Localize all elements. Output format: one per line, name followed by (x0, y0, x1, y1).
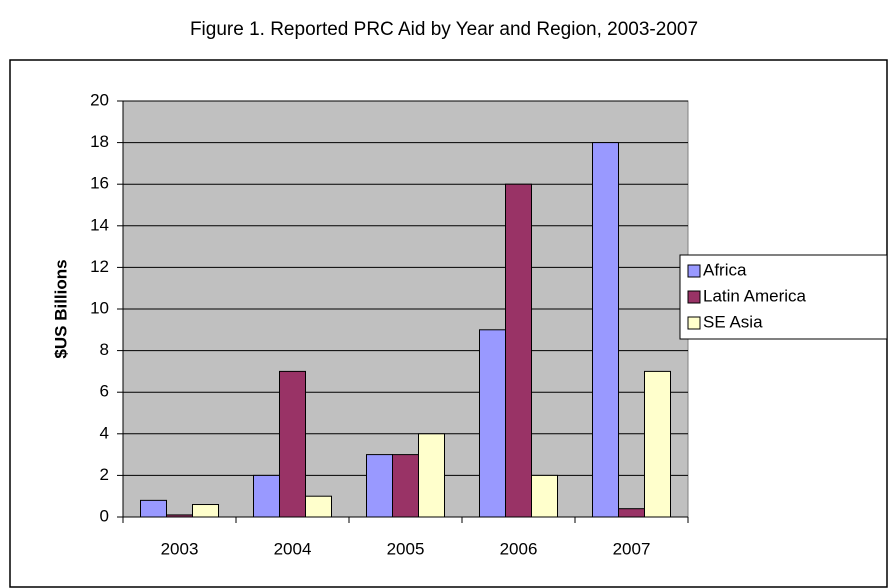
bar (644, 370, 671, 518)
legend-swatch (687, 316, 701, 330)
legend-swatch (687, 290, 701, 304)
bar (418, 433, 445, 518)
y-tick-label: 2 (100, 465, 109, 484)
bar (140, 499, 167, 518)
bar (531, 474, 558, 518)
bar (592, 142, 619, 518)
x-tick-label: 2003 (161, 539, 199, 558)
x-tick-label: 2006 (500, 539, 538, 558)
bar (618, 508, 645, 518)
legend-swatch (687, 264, 701, 278)
chart-title: Figure 1. Reported PRC Aid by Year and R… (190, 19, 698, 40)
y-tick-label: 8 (100, 340, 109, 359)
y-tick-label: 16 (90, 174, 109, 193)
y-tick-label: 12 (90, 257, 109, 276)
bar (479, 329, 506, 518)
bar (192, 504, 219, 518)
y-tick-label: 0 (100, 506, 109, 525)
bar (166, 514, 193, 518)
bar (279, 370, 306, 518)
x-tick-label: 2007 (613, 539, 651, 558)
bar (253, 474, 280, 518)
legend-label: Latin America (703, 286, 807, 305)
bar (392, 454, 419, 518)
y-tick-label: 10 (90, 298, 109, 317)
legend-label: Africa (703, 260, 747, 279)
y-tick-label: 6 (100, 382, 109, 401)
y-tick-label: 4 (100, 423, 109, 442)
y-tick-label: 18 (90, 132, 109, 151)
legend-label: SE Asia (703, 312, 763, 331)
legend-box (679, 254, 888, 340)
bar (305, 495, 332, 518)
x-tick-label: 2005 (387, 539, 425, 558)
x-tick-label: 2004 (274, 539, 312, 558)
bar (505, 183, 532, 518)
y-tick-label: 14 (90, 215, 109, 234)
y-axis-label: $US Billions (51, 259, 70, 358)
y-tick-label: 20 (90, 90, 109, 109)
bar (366, 454, 393, 518)
